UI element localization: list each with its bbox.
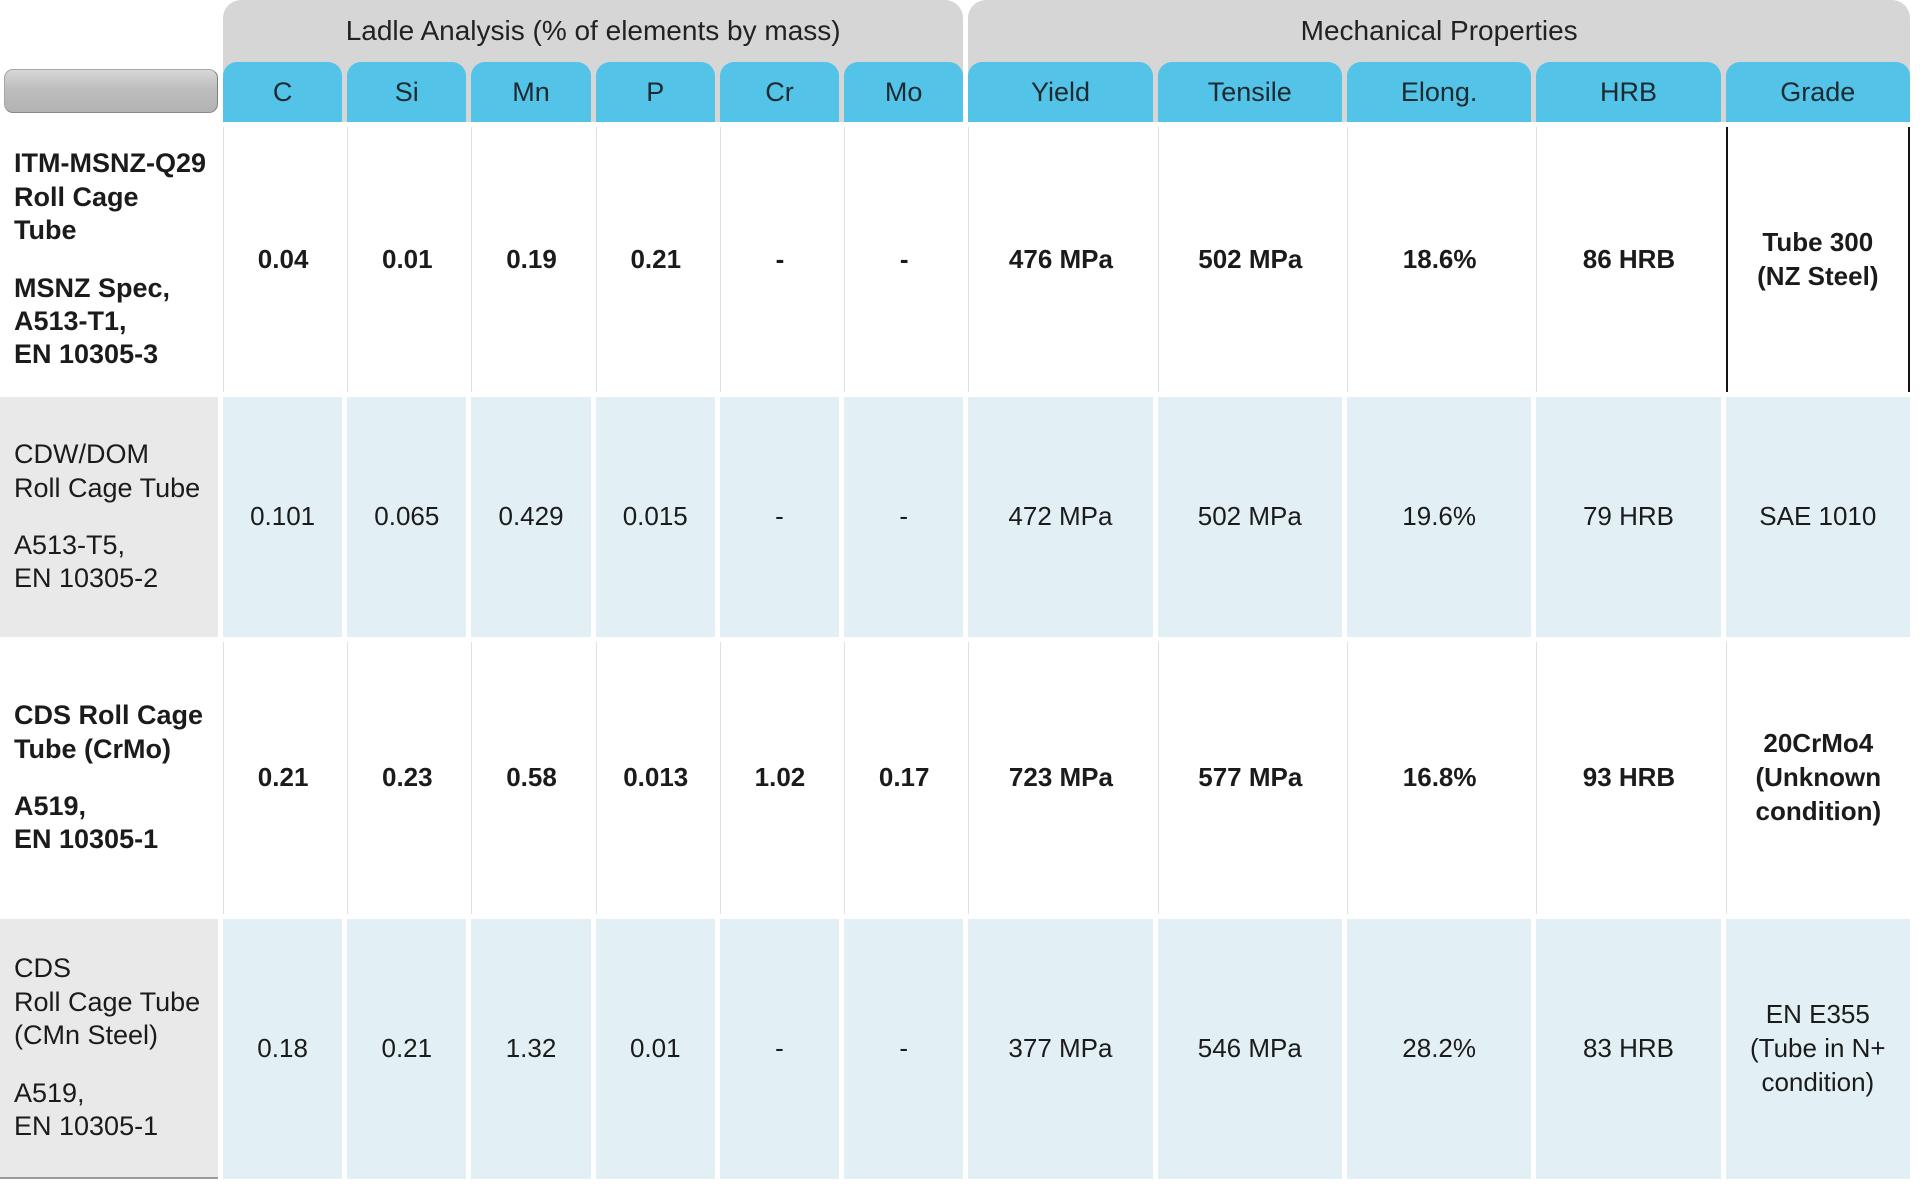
row-label-name: ITM-MSNZ-Q29 Roll Cage Tube [14, 148, 206, 246]
cell-tensile: 577 MPa [1157, 642, 1342, 914]
corner-bar [4, 69, 218, 113]
cell-tensile: 546 MPa [1157, 919, 1342, 1179]
group-title-ladle-analysis: Ladle Analysis (% of elements by mass) [345, 15, 841, 46]
column-header-yield: Yield [968, 62, 1153, 122]
cell-p: 0.015 [595, 397, 715, 637]
column-header-si: Si [347, 62, 467, 122]
cell-elong: 16.8% [1346, 642, 1531, 914]
cell-grade: 20CrMo4 (Unknown condition) [1725, 642, 1910, 914]
mechanical-column-headers: Yield Tensile Elong. HRB Grade [968, 62, 1910, 122]
cell-grade: EN E355 (Tube in N+ condition) [1725, 919, 1910, 1179]
cell-elong: 28.2% [1346, 919, 1532, 1179]
cell-si: 0.23 [347, 642, 466, 914]
cell-mo: - [844, 919, 964, 1179]
table-row-cds-crmo: CDS Roll Cage Tube (CrMo) A519, EN 10305… [0, 642, 1910, 914]
cell-si: 0.21 [347, 919, 467, 1179]
table-row-cdw-dom: CDW/DOM Roll Cage Tube A513-T5, EN 10305… [0, 397, 1910, 637]
column-header-elong: Elong. [1346, 62, 1532, 122]
column-header-mo: Mo [844, 62, 964, 122]
cell-elong: 19.6% [1346, 397, 1532, 637]
column-header-mn: Mn [471, 62, 591, 122]
column-header-p: P [595, 62, 715, 122]
cell-cr: - [719, 127, 839, 392]
cell-c: 0.21 [223, 642, 342, 914]
corner-cell [0, 0, 218, 122]
cell-p: 0.21 [595, 127, 715, 392]
table-row-itm-msnz-q29: ITM-MSNZ-Q29 Roll Cage Tube MSNZ Spec, A… [0, 127, 1910, 392]
cell-elong: 18.6% [1346, 127, 1531, 392]
cell-p: 0.01 [595, 919, 715, 1179]
cell-yield: 472 MPa [968, 397, 1153, 637]
cell-hrb: 79 HRB [1536, 397, 1721, 637]
cell-yield: 723 MPa [968, 642, 1152, 914]
table-row-cds-cmn: CDS Roll Cage Tube (CMn Steel) A519, EN … [0, 919, 1910, 1179]
cell-mo: - [844, 397, 964, 637]
cell-c: 0.18 [223, 919, 343, 1179]
column-header-hrb: HRB [1536, 62, 1721, 122]
cell-mn: 1.32 [471, 919, 591, 1179]
row-label-spec: A519, EN 10305-1 [14, 1077, 159, 1142]
cell-c: 0.04 [223, 127, 342, 392]
element-column-headers: C Si Mn P Cr Mo [223, 62, 964, 122]
row-label-name: CDS Roll Cage Tube (CrMo) [14, 700, 204, 764]
column-header-c: C [223, 62, 343, 122]
cell-grade-highlighted: Tube 300 (NZ Steel) [1725, 127, 1910, 392]
table-header: Ladle Analysis (% of elements by mass) C… [0, 0, 1910, 122]
cell-hrb: 86 HRB [1536, 127, 1720, 392]
cell-hrb: 93 HRB [1536, 642, 1720, 914]
row-label-name: CDW/DOM Roll Cage Tube [14, 439, 201, 503]
row-label-spec: A519, EN 10305-1 [14, 791, 159, 855]
cell-grade: SAE 1010 [1725, 397, 1910, 637]
cell-mn: 0.429 [471, 397, 591, 637]
cell-cr: 1.02 [719, 642, 839, 914]
cell-yield: 476 MPa [968, 127, 1152, 392]
cell-mn: 0.19 [471, 127, 590, 392]
cell-c: 0.101 [223, 397, 343, 637]
row-label: CDS Roll Cage Tube (CMn Steel) A519, EN … [0, 919, 218, 1179]
cell-cr: - [719, 397, 840, 637]
cell-tensile: 502 MPa [1157, 397, 1342, 637]
cell-cr: - [719, 919, 840, 1179]
row-label-name: CDS Roll Cage Tube (CMn Steel) [14, 953, 201, 1051]
row-label: CDS Roll Cage Tube (CrMo) A519, EN 10305… [0, 642, 218, 914]
column-header-cr: Cr [719, 62, 840, 122]
cell-p: 0.013 [595, 642, 715, 914]
cell-yield: 377 MPa [968, 919, 1153, 1179]
group-mechanical-properties: Mechanical Properties Yield Tensile Elon… [968, 0, 1910, 122]
row-label-spec: A513-T5, EN 10305-2 [14, 530, 159, 594]
row-label: CDW/DOM Roll Cage Tube A513-T5, EN 10305… [0, 397, 218, 637]
cell-hrb: 83 HRB [1536, 919, 1721, 1179]
cell-mn: 0.58 [471, 642, 590, 914]
row-label-spec: MSNZ Spec, A513-T1, EN 10305-3 [14, 272, 171, 370]
column-header-tensile: Tensile [1157, 62, 1342, 122]
group-ladle-analysis: Ladle Analysis (% of elements by mass) C… [223, 0, 964, 122]
column-header-grade: Grade [1725, 62, 1910, 122]
group-title-mechanical-properties: Mechanical Properties [1300, 15, 1578, 46]
row-label: ITM-MSNZ-Q29 Roll Cage Tube MSNZ Spec, A… [0, 127, 218, 392]
cell-mo: 0.17 [844, 642, 963, 914]
cell-si: 0.01 [347, 127, 466, 392]
cell-mo: - [844, 127, 963, 392]
cell-si: 0.065 [347, 397, 467, 637]
cell-tensile: 502 MPa [1157, 127, 1342, 392]
